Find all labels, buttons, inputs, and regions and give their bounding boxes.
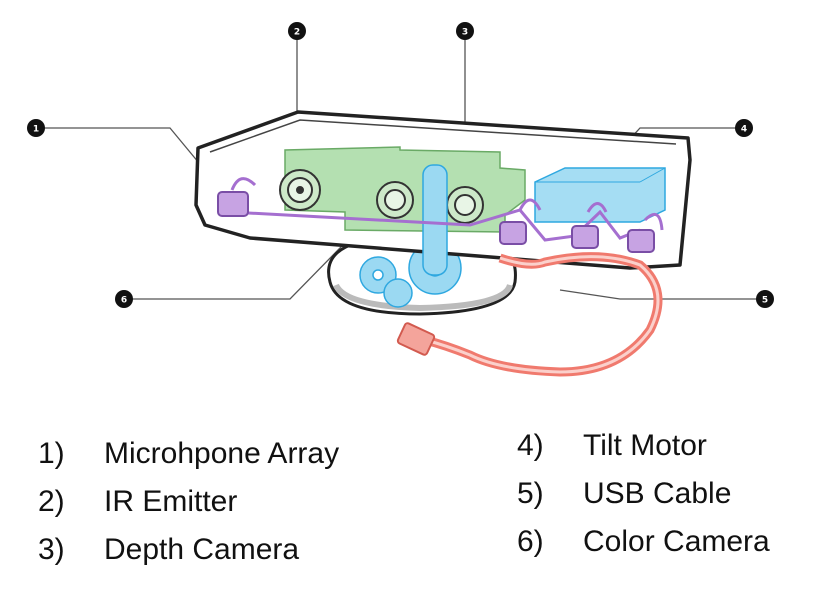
usb-plug: [396, 322, 436, 356]
microphone-3: [571, 225, 599, 249]
legend-text: USB Cable: [583, 477, 732, 510]
legend-number: 5): [517, 477, 544, 510]
legend-item-2: 2) IR Emitter: [38, 478, 339, 526]
legend-item-1: 1) Microhpone Array: [38, 430, 339, 478]
microphone-array: [217, 177, 664, 253]
legend-text: IR Emitter: [104, 485, 238, 518]
callout-marker-5: 5: [756, 290, 774, 308]
microphone-2: [499, 221, 527, 245]
legend-item-5: 5) USB Cable: [517, 470, 770, 518]
microphone-1: [217, 191, 249, 217]
color-camera-lens: [446, 186, 484, 224]
callout-number-4: 4: [741, 125, 747, 135]
legend-left: 1) Microhpone Array 2) IR Emitter 3) Dep…: [38, 430, 339, 574]
gear-small: [383, 278, 413, 308]
callout-marker-2: 2: [288, 22, 306, 40]
leader-line-5: [559, 289, 760, 300]
callout-marker-1: 1: [27, 119, 45, 137]
ir-emitter: [279, 169, 321, 211]
callout-number-2: 2: [294, 28, 300, 38]
legend-text: Tilt Motor: [583, 429, 707, 462]
legend-number: 1): [38, 437, 65, 470]
legend-number: 4): [517, 429, 544, 462]
legend-text: Microhpone Array: [104, 437, 340, 470]
legend-item-4: 4) Tilt Motor: [517, 422, 770, 470]
legend-text: Color Camera: [583, 525, 770, 558]
usb-cable: [396, 252, 663, 377]
callout-number-1: 1: [33, 125, 39, 135]
legend-item-6: 6) Color Camera: [517, 518, 770, 566]
tilt-motor: [534, 167, 666, 223]
legend-right: 4) Tilt Motor 5) USB Cable 6) Color Came…: [517, 422, 770, 566]
legend-item-3: 3) Depth Camera: [38, 526, 339, 574]
depth-camera-lens: [376, 181, 414, 219]
microphone-4: [627, 229, 655, 253]
callout-number-5: 5: [762, 296, 768, 306]
legend-number: 3): [38, 533, 65, 566]
legend-text: Depth Camera: [104, 533, 300, 566]
legend-number: 6): [517, 525, 544, 558]
kinect-diagram: 1 2 3 4 5 6: [27, 22, 774, 377]
callout-marker-4: 4: [735, 119, 753, 137]
tilt-shaft: [422, 164, 448, 276]
callout-number-6: 6: [121, 296, 127, 306]
callout-marker-3: 3: [456, 22, 474, 40]
callout-number-3: 3: [462, 28, 468, 38]
legend-number: 2): [38, 485, 65, 518]
callout-marker-6: 6: [115, 290, 133, 308]
